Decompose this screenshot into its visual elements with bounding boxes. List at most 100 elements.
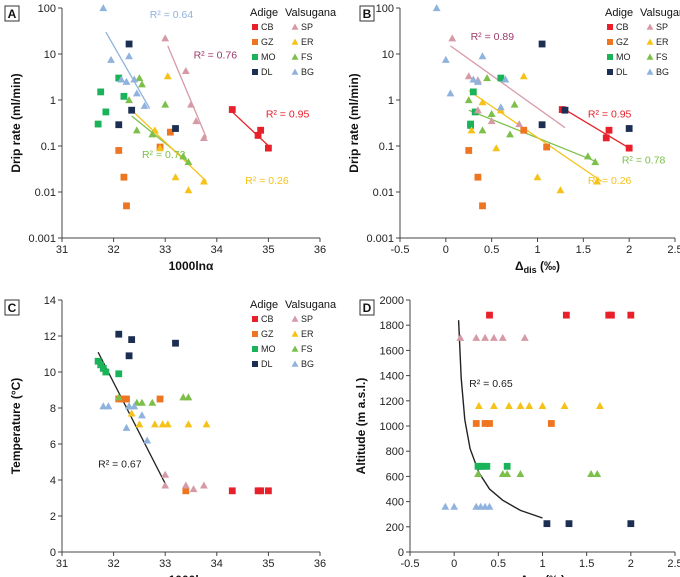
r2-annotation: R² = 0.26 bbox=[588, 175, 632, 187]
x-tick-label: 33 bbox=[159, 244, 171, 256]
r2-annotation: R² = 0.65 bbox=[469, 378, 513, 390]
data-point-dl bbox=[538, 40, 546, 48]
trend-line bbox=[167, 45, 208, 139]
x-tick-label: 31 bbox=[56, 244, 68, 256]
y-tick-label: 6 bbox=[50, 439, 56, 451]
legend-label-gz: GZ bbox=[616, 37, 629, 47]
x-axis-label: Δdis (‰) bbox=[520, 573, 565, 577]
y-tick-label: 10 bbox=[382, 49, 394, 61]
data-point-bg bbox=[125, 402, 133, 410]
data-point-bg bbox=[485, 502, 494, 510]
x-tick-label: -0.5 bbox=[391, 244, 410, 256]
data-point-gz bbox=[166, 128, 174, 136]
x-tick-label: 35 bbox=[262, 558, 274, 570]
x-tick-label: 31 bbox=[56, 558, 68, 570]
x-axis-label: 1000lnα bbox=[169, 573, 214, 577]
legend-title-adige: Adige bbox=[250, 7, 278, 19]
data-point-bg bbox=[125, 52, 133, 60]
data-point-gz bbox=[123, 395, 130, 403]
data-point-sp bbox=[192, 117, 201, 125]
data-point-mo bbox=[120, 92, 128, 100]
y-tick-label: 400 bbox=[386, 497, 404, 509]
data-point-dl bbox=[128, 336, 136, 343]
legend-label-gz: GZ bbox=[261, 37, 274, 47]
data-point-dl bbox=[128, 106, 136, 114]
legend-marker-dl bbox=[252, 361, 258, 367]
legend-title-valsugana: Valsugana bbox=[285, 7, 337, 19]
data-point-dl bbox=[115, 330, 123, 338]
legend-marker-er bbox=[291, 330, 299, 337]
data-point-gz bbox=[479, 202, 486, 210]
data-point-fs bbox=[478, 126, 487, 134]
x-tick-label: 34 bbox=[211, 244, 223, 256]
data-point-bg bbox=[130, 75, 139, 83]
trend-line bbox=[468, 90, 603, 182]
y-tick-label: 10 bbox=[44, 367, 56, 379]
x-tick-label: 0 bbox=[443, 244, 449, 256]
legend-marker-gz bbox=[252, 331, 258, 337]
data-point-er bbox=[202, 420, 211, 428]
r2-annotation: R² = 0.26 bbox=[245, 175, 289, 187]
data-point-bg bbox=[143, 436, 152, 444]
data-point-fs bbox=[135, 74, 144, 82]
data-point-mo bbox=[503, 462, 511, 470]
y-tick-label: 1000 bbox=[380, 421, 404, 433]
y-tick-label: 0 bbox=[398, 547, 404, 559]
data-point-fs bbox=[516, 469, 525, 478]
y-tick-label: 1 bbox=[50, 95, 56, 107]
data-point-er bbox=[519, 72, 528, 80]
data-point-sp bbox=[464, 72, 473, 80]
x-tick-label: 34 bbox=[211, 558, 223, 570]
panel-letter: A bbox=[8, 7, 17, 21]
panel-letter-box bbox=[4, 5, 20, 22]
y-tick-label: 10 bbox=[44, 49, 56, 61]
data-point-bg bbox=[122, 423, 131, 431]
data-point-cb bbox=[627, 311, 635, 319]
legend-marker-gz bbox=[607, 39, 613, 45]
data-point-gz bbox=[486, 420, 493, 427]
data-point-sp bbox=[487, 117, 496, 125]
panel-c: C 31 32 33 34 35 36 0 2 4 6 8 10 12 14 1000lnα Temperatu… bbox=[4, 295, 337, 577]
data-point-gz bbox=[547, 420, 555, 427]
data-point-mo bbox=[94, 120, 102, 128]
legend-marker-mo bbox=[252, 346, 258, 352]
x-tick-label: 0.5 bbox=[484, 244, 499, 256]
data-point-mo bbox=[115, 74, 123, 82]
data-point-er bbox=[478, 98, 487, 106]
data-point-gz bbox=[156, 395, 164, 403]
x-tick-label: 32 bbox=[107, 558, 119, 570]
data-point-er bbox=[158, 420, 167, 428]
data-point-bg bbox=[469, 75, 478, 83]
data-point-fs bbox=[584, 152, 592, 160]
x-tick-label: 2 bbox=[626, 244, 632, 256]
data-point-gz bbox=[481, 420, 489, 427]
data-point-mo bbox=[115, 370, 123, 378]
data-point-gz bbox=[520, 126, 528, 134]
y-axis-label: Drip rate (ml/min) bbox=[347, 73, 361, 172]
data-point-mo bbox=[102, 368, 110, 376]
y-tick-label: 14 bbox=[44, 295, 56, 307]
legend-label-bg: BG bbox=[301, 359, 314, 369]
data-point-cb bbox=[228, 487, 236, 495]
data-point-cb bbox=[228, 106, 236, 113]
legend-marker-sp bbox=[646, 23, 654, 30]
legend-marker-fs bbox=[646, 53, 654, 60]
trend-line bbox=[105, 31, 151, 109]
data-point-er bbox=[184, 186, 193, 194]
x-tick-label: 32 bbox=[107, 244, 119, 256]
data-point-fs bbox=[483, 74, 491, 82]
y-axis-label: Temperature (°C) bbox=[9, 378, 23, 475]
trend-line bbox=[231, 111, 272, 149]
data-point-bg bbox=[138, 411, 146, 419]
legend-label-er: ER bbox=[656, 37, 669, 47]
data-point-fs bbox=[179, 393, 188, 401]
legend-marker-cb bbox=[252, 316, 258, 322]
data-point-bg bbox=[140, 101, 149, 109]
y-tick-label: 1 bbox=[388, 95, 394, 107]
data-point-fs bbox=[184, 158, 193, 166]
data-point-sp bbox=[161, 34, 170, 42]
data-point-er bbox=[171, 173, 180, 181]
data-point-sp bbox=[498, 333, 507, 341]
y-tick-label: 12 bbox=[44, 331, 56, 343]
